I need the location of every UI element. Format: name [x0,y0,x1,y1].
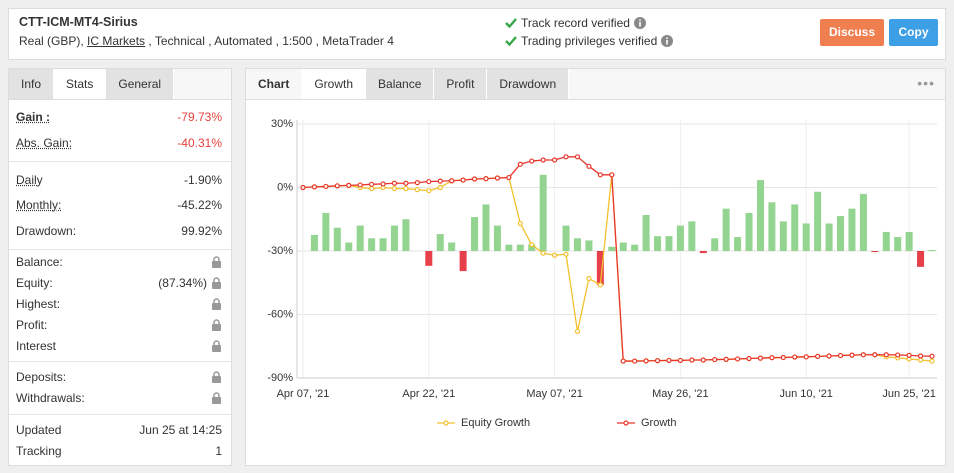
stats-row: Deposits: [16,367,222,388]
lock-icon [212,256,221,268]
stats-row: Monthly: -45.22% [16,193,222,219]
stats-row: Equity: (87.34%) [16,273,222,294]
stat-value: -1.90% [184,173,222,187]
lock-icon [212,392,221,404]
verification: Trading privileges verified [505,34,674,48]
account-title: CTT-ICM-MT4-Sirius [19,15,138,29]
stat-value: 99.92% [181,224,222,238]
info-icon[interactable] [633,17,646,29]
stat-label: Tracking [16,444,62,458]
menu-button[interactable]: ••• [917,75,935,91]
stat-label: Gain : [16,110,51,124]
stat-value-text: (87.34%) [158,276,207,290]
stat-value: 1 [215,444,222,458]
stat-label: Profit: [16,318,48,332]
stat-label: Equity: [16,276,53,290]
stats-panel: Info Stats General Gain : -79.73% Abs. Gain:… [8,68,232,466]
discuss-button[interactable]: Discuss [820,19,884,46]
stat-value-text: -40.31% [177,136,222,150]
stat-value: (87.34%) [158,276,222,290]
stat-label: Highest: [16,297,61,311]
tab[interactable]: Info [9,69,55,99]
stat-value [211,298,222,310]
stats-row: Withdrawals: [16,388,222,409]
chart-tabs: Chart Growth Balance Profit Drawdown [246,69,945,100]
chart-panel: Chart Growth Balance Profit Drawdown ••• [245,68,946,466]
stat-value [211,319,222,331]
info-icon[interactable] [661,35,674,47]
account-details: , Technical , Automated , 1:500 , MetaTr… [148,34,394,48]
stats-tabs: Info Stats General [9,69,231,100]
stats-row: Daily -1.90% [16,167,222,193]
tab[interactable]: Drawdown [487,69,570,99]
stat-value-text: -1.90% [183,172,222,187]
stats-row: Highest: [16,294,222,315]
stat-label: Deposits: [16,370,67,384]
stat-value: -45.22% [177,198,222,212]
stat-label: Withdrawals: [16,391,85,405]
stat-value-text: 99.92% [181,223,222,238]
stat-value: -79.73% [177,110,222,124]
stat-value-text: Jun 25 at 14:25 [139,423,222,437]
account-header: CTT-ICM-MT4-Sirius Real (GBP), IC Market… [8,8,946,60]
copy-button[interactable]: Copy [889,19,938,46]
check-icon [505,18,517,29]
verification: Track record verified [505,16,646,30]
stats-group: Updated Jun 25 at 14:25 Tracking 1 [9,415,231,467]
stat-value: -40.31% [177,136,222,150]
stat-label: Interest [16,339,57,353]
stats-row: Balance: [16,252,222,273]
tab[interactable]: Balance [366,69,435,99]
stats-list: Gain : -79.73% Abs. Gain: -40.31% Daily -1.90… [9,99,231,467]
stat-value [211,340,222,352]
stats-row: Updated Jun 25 at 14:25 [16,420,222,441]
stats-group: Daily -1.90% Monthly: -45.22% Drawdown: 99.92… [9,162,231,250]
broker-link[interactable]: IC Markets [87,34,146,48]
verification-text: Track record verified [521,16,630,30]
stat-value-text: 1 [215,444,222,458]
lock-icon [212,298,221,310]
lock-icon [212,371,221,383]
verification-text: Trading privileges verified [521,34,658,48]
tab: Chart [246,69,303,99]
stat-value [211,371,222,383]
stats-group: Deposits: Withdrawals: [9,362,231,415]
check-icon [505,36,517,47]
stat-label: Updated [16,423,62,437]
stat-value [211,392,222,404]
lock-icon [212,319,221,331]
stats-group: Gain : -79.73% Abs. Gain: -40.31% [9,99,231,162]
stats-group: Balance: Equity: (87.34%) Highest: Profit: In… [9,250,231,362]
tab[interactable]: Growth [302,69,367,99]
lock-icon [212,277,221,289]
account-subtitle: Real (GBP), IC Markets , Technical , Aut… [19,34,394,48]
account-type: Real (GBP), [19,34,84,48]
tab[interactable]: Profit [434,69,488,99]
stats-row: Gain : -79.73% [16,104,222,130]
stat-label: Monthly: [16,198,62,213]
stat-value-text: -79.73% [177,110,222,124]
tab[interactable]: General [106,69,175,99]
stats-row: Profit: [16,315,222,336]
stat-value [211,256,222,268]
lock-icon [212,340,221,352]
stats-row: Drawdown: 99.92% [16,218,222,244]
stat-label: Drawdown: [16,223,77,238]
stats-row: Interest [16,336,222,357]
stats-row: Tracking 1 [16,441,222,462]
stat-label: Abs. Gain: [16,136,73,150]
stat-value-text: -45.22% [177,198,222,213]
stat-label: Daily [16,172,43,187]
stat-label: Balance: [16,255,63,269]
stats-row: Abs. Gain: -40.31% [16,130,222,156]
stat-value: Jun 25 at 14:25 [139,423,222,437]
tab[interactable]: Stats [54,69,107,99]
